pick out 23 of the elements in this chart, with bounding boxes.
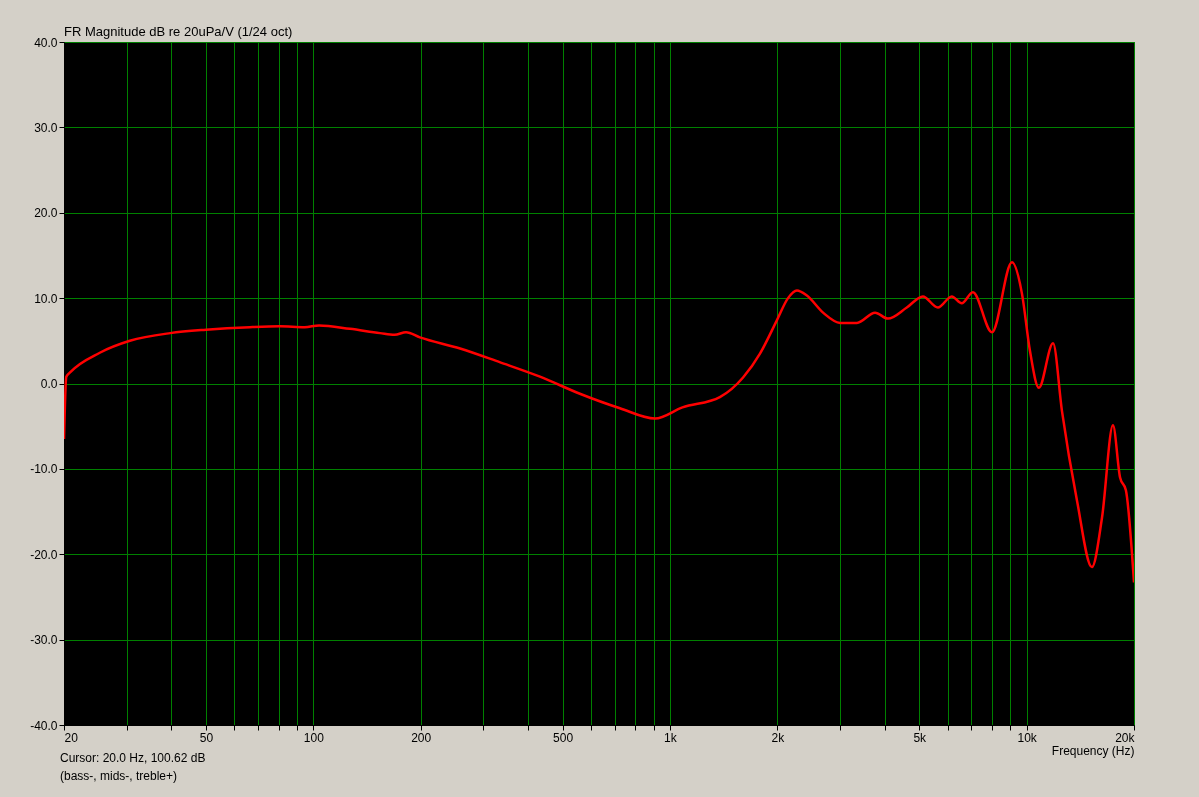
x-tick-label: 100 — [303, 730, 325, 745]
x-tick-label: 20k — [1115, 730, 1136, 745]
x-tick-label: 20 — [64, 730, 79, 745]
y-tick-label: 10.0 — [34, 291, 58, 306]
x-tick-label: 1k — [664, 730, 678, 745]
text: (bass-, mids-, treble+) — [60, 769, 178, 783]
y-tick-label: -40.0 — [30, 718, 58, 733]
x-tick-label: 500 — [553, 730, 574, 745]
y-tick-label: 0.0 — [40, 377, 58, 391]
y-tick-label: 20.0 — [34, 206, 58, 221]
y-tick-label: -20.0 — [30, 547, 58, 562]
x-axis-title: Frequency (Hz) — [1051, 743, 1135, 758]
y-tick-label: -10.0 — [30, 462, 58, 477]
chart-title: FR Magnitude dB re 20uPa/V (1/24 oct) — [64, 24, 293, 39]
y-tick-label: 40.0 — [34, 35, 58, 50]
x-tick-label: 2k — [771, 730, 786, 745]
x-tick-label: 10k — [1017, 730, 1038, 745]
y-tick-label: 30.0 — [34, 120, 58, 135]
text: Cursor: 20.0 Hz, 100.62 dB — [60, 751, 206, 765]
y-tick-label: -30.0 — [30, 633, 58, 648]
x-tick-label: 200 — [411, 730, 432, 745]
x-tick-label: 50 — [199, 730, 214, 745]
x-tick-label: 5k — [913, 730, 928, 745]
